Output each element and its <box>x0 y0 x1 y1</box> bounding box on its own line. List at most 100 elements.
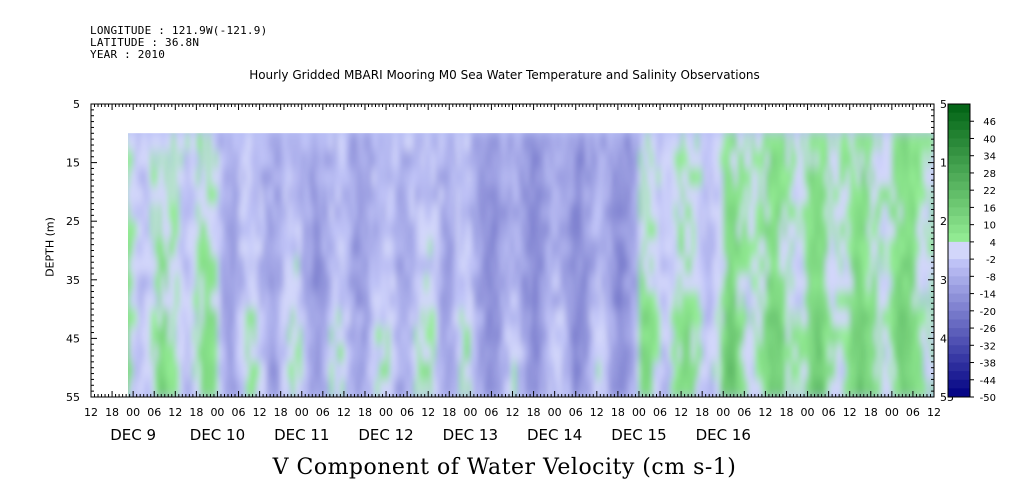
colorbar-band <box>948 121 970 131</box>
colorbar-label: -8 <box>986 272 996 283</box>
x-tick-label: 12 <box>758 406 772 419</box>
axes-group: 12 18 00 06 12 18 00 06 12 18 00 06 12 18 00 06 12 18 00 06… <box>66 98 954 444</box>
x-tick-label: 06 <box>232 406 246 419</box>
x-tick-label: 12 <box>843 406 857 419</box>
x-tick-label: 00 <box>210 406 224 419</box>
colorbar-band <box>948 293 970 303</box>
colorbar-band <box>948 310 970 320</box>
x-tick-label: 12 <box>84 406 98 419</box>
colorbar-band <box>948 207 970 217</box>
y-tick-label-left: 55 <box>66 391 80 404</box>
x-tick-label: 06 <box>484 406 498 419</box>
x-tick-label: 00 <box>379 406 393 419</box>
x-date-label: DEC 15 <box>611 426 666 444</box>
colorbar-band <box>948 233 970 243</box>
x-tick-label: 00 <box>295 406 309 419</box>
x-tick-label: 06 <box>147 406 161 419</box>
colorbar-band <box>948 353 970 363</box>
colorbar-band <box>948 216 970 226</box>
x-tick-label: 06 <box>569 406 583 419</box>
x-date-label: DEC 10 <box>190 426 245 444</box>
colorbar-label: -44 <box>980 376 996 387</box>
colorbar-band <box>948 164 970 174</box>
x-tick-label: 00 <box>716 406 730 419</box>
heatmap-field <box>128 133 934 397</box>
colorbar-label: -20 <box>980 307 996 318</box>
x-axis-label: V Component of Water Velocity (cm s-1) <box>272 455 737 480</box>
y-tick-label-left: 5 <box>73 98 80 111</box>
y-tick-label-right: 5 <box>940 98 947 111</box>
colorbar-band <box>948 250 970 260</box>
x-date-label: DEC 13 <box>443 426 498 444</box>
x-tick-label: 06 <box>822 406 836 419</box>
x-tick-label: 18 <box>105 406 119 419</box>
colorbar-label: 28 <box>983 169 996 180</box>
longitude-label: LONGITUDE : 121.9W(-121.9) <box>90 24 268 37</box>
x-date-label: DEC 12 <box>358 426 413 444</box>
x-tick-label: 18 <box>695 406 709 419</box>
colorbar-band <box>948 302 970 312</box>
colorbar-band <box>948 129 970 139</box>
x-tick-label: 18 <box>274 406 288 419</box>
colorbar-band <box>948 319 970 329</box>
x-tick-label: 18 <box>527 406 541 419</box>
colorbar-band <box>948 284 970 294</box>
y-tick-label-left: 35 <box>66 274 80 287</box>
x-tick-label: 12 <box>337 406 351 419</box>
x-tick-label: 18 <box>442 406 456 419</box>
colorbar-band <box>948 138 970 148</box>
colorbar-band <box>948 336 970 346</box>
colorbar-label: 46 <box>983 117 996 128</box>
x-tick-label: 06 <box>906 406 920 419</box>
colorbar-band <box>948 345 970 355</box>
x-tick-label: 00 <box>885 406 899 419</box>
colorbar-band <box>948 155 970 165</box>
colorbar-band <box>948 241 970 251</box>
colorbar-label: 40 <box>983 134 996 145</box>
plot-title: Hourly Gridded MBARI Mooring M0 Sea Wate… <box>249 68 760 82</box>
x-tick-label: 12 <box>674 406 688 419</box>
x-date-label: DEC 11 <box>274 426 329 444</box>
colorbar-label: -32 <box>980 341 996 352</box>
x-tick-label: 12 <box>253 406 267 419</box>
colorbar-label: -14 <box>980 290 996 301</box>
y-tick-label-left: 45 <box>66 332 80 345</box>
x-tick-label: 18 <box>779 406 793 419</box>
x-tick-label: 18 <box>189 406 203 419</box>
colorbar: 46 40 34 28 22 16 10 4 -2 -8 -14 -20 -26 -32 -38 -44 -50 <box>947 103 996 404</box>
colorbar-band <box>948 388 970 398</box>
x-tick-label: 06 <box>737 406 751 419</box>
colorbar-label: -2 <box>986 255 996 266</box>
colorbar-band <box>948 190 970 200</box>
colorbar-label: 16 <box>983 203 996 214</box>
x-tick-label: 12 <box>421 406 435 419</box>
x-tick-label: 00 <box>632 406 646 419</box>
x-tick-label: 12 <box>590 406 604 419</box>
x-tick-label: 12 <box>927 406 941 419</box>
x-tick-label: 06 <box>316 406 330 419</box>
y-tick-label-left: 15 <box>66 157 80 170</box>
colorbar-label: 4 <box>990 238 996 249</box>
colorbar-band <box>948 172 970 182</box>
colorbar-band <box>948 224 970 234</box>
x-tick-label: 18 <box>611 406 625 419</box>
x-tick-label: 18 <box>358 406 372 419</box>
x-tick-label: 00 <box>463 406 477 419</box>
x-date-label: DEC 9 <box>110 426 156 444</box>
latitude-label: LATITUDE : 36.8N <box>90 36 200 49</box>
x-tick-label: 00 <box>801 406 815 419</box>
x-tick-label: 12 <box>506 406 520 419</box>
colorbar-band <box>948 328 970 338</box>
colorbar-label: 22 <box>983 186 996 197</box>
colorbar-band <box>948 259 970 269</box>
x-date-label: DEC 16 <box>696 426 751 444</box>
colorbar-band <box>948 362 970 372</box>
y-tick-label-left: 25 <box>66 215 80 228</box>
colorbar-label: -50 <box>980 393 996 404</box>
year-label: YEAR : 2010 <box>90 48 166 61</box>
colorbar-band <box>948 379 970 389</box>
colorbar-label: -38 <box>980 359 996 370</box>
colorbar-label: 10 <box>983 221 996 232</box>
colorbar-label: 34 <box>983 152 996 163</box>
